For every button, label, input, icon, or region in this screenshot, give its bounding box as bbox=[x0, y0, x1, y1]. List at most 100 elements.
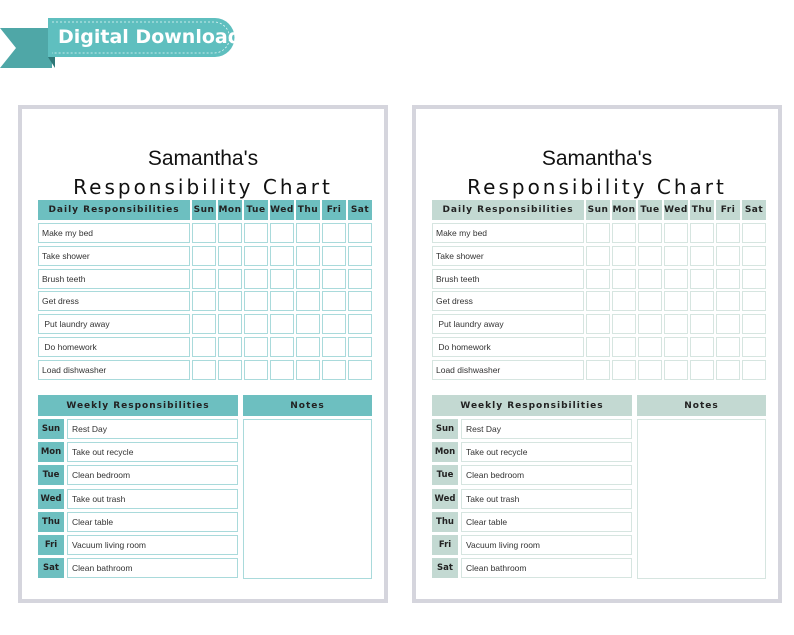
checkbox-wed[interactable] bbox=[270, 314, 294, 335]
checkbox-thu[interactable] bbox=[690, 268, 714, 289]
checkbox-sun[interactable] bbox=[192, 314, 216, 335]
checkbox-sat[interactable] bbox=[348, 268, 372, 289]
checkbox-fri[interactable] bbox=[322, 337, 346, 357]
checkbox-thu[interactable] bbox=[296, 314, 320, 335]
checkbox-fri[interactable] bbox=[322, 359, 346, 380]
checkbox-fri[interactable] bbox=[322, 268, 346, 289]
checkbox-mon[interactable] bbox=[612, 337, 636, 357]
checkbox-tue[interactable] bbox=[638, 223, 662, 243]
checkbox-fri[interactable] bbox=[716, 223, 740, 243]
checkbox-wed[interactable] bbox=[664, 245, 688, 266]
checkbox-sun[interactable] bbox=[586, 223, 610, 243]
checkbox-sun[interactable] bbox=[586, 359, 610, 380]
checkbox-sun[interactable] bbox=[586, 314, 610, 335]
checkbox-sat[interactable] bbox=[348, 291, 372, 312]
checkbox-sun[interactable] bbox=[192, 245, 216, 266]
checkbox-wed[interactable] bbox=[270, 337, 294, 357]
checkbox-mon[interactable] bbox=[612, 291, 636, 312]
checkbox-fri[interactable] bbox=[322, 245, 346, 266]
checkbox-wed[interactable] bbox=[664, 268, 688, 289]
checkbox-mon[interactable] bbox=[218, 268, 242, 289]
checkbox-sun[interactable] bbox=[586, 337, 610, 357]
checkbox-thu[interactable] bbox=[296, 337, 320, 357]
checkbox-thu[interactable] bbox=[690, 359, 714, 380]
checkbox-sun[interactable] bbox=[586, 245, 610, 266]
checkbox-wed[interactable] bbox=[664, 223, 688, 243]
checkbox-sat[interactable] bbox=[742, 359, 766, 380]
checkbox-thu[interactable] bbox=[296, 223, 320, 243]
checkbox-sat[interactable] bbox=[742, 291, 766, 312]
checkbox-thu[interactable] bbox=[296, 245, 320, 266]
checkbox-sat[interactable] bbox=[348, 314, 372, 335]
checkbox-sun[interactable] bbox=[192, 291, 216, 312]
checkbox-sat[interactable] bbox=[348, 245, 372, 266]
checkbox-fri[interactable] bbox=[322, 223, 346, 243]
checkbox-wed[interactable] bbox=[664, 337, 688, 357]
checkbox-fri[interactable] bbox=[716, 268, 740, 289]
checkbox-sat[interactable] bbox=[742, 337, 766, 357]
checkbox-thu[interactable] bbox=[296, 291, 320, 312]
checkbox-wed[interactable] bbox=[270, 245, 294, 266]
checkbox-fri[interactable] bbox=[716, 359, 740, 380]
checkbox-thu[interactable] bbox=[690, 337, 714, 357]
checkbox-fri[interactable] bbox=[716, 245, 740, 266]
checkbox-wed[interactable] bbox=[270, 268, 294, 289]
checkbox-wed[interactable] bbox=[270, 359, 294, 380]
checkbox-mon[interactable] bbox=[612, 268, 636, 289]
checkbox-tue[interactable] bbox=[244, 359, 268, 380]
checkbox-mon[interactable] bbox=[218, 291, 242, 312]
checkbox-fri[interactable] bbox=[716, 337, 740, 357]
checkbox-sun[interactable] bbox=[586, 291, 610, 312]
checkbox-thu[interactable] bbox=[296, 359, 320, 380]
checkbox-sun[interactable] bbox=[192, 223, 216, 243]
checkbox-wed[interactable] bbox=[664, 314, 688, 335]
checkbox-tue[interactable] bbox=[244, 245, 268, 266]
checkbox-wed[interactable] bbox=[270, 291, 294, 312]
notes-box[interactable] bbox=[243, 419, 372, 579]
checkbox-sun[interactable] bbox=[192, 268, 216, 289]
checkbox-sat[interactable] bbox=[348, 223, 372, 243]
checkbox-mon[interactable] bbox=[612, 314, 636, 335]
checkbox-sun[interactable] bbox=[192, 359, 216, 380]
checkbox-tue[interactable] bbox=[638, 314, 662, 335]
checkbox-mon[interactable] bbox=[612, 245, 636, 266]
checkbox-mon[interactable] bbox=[612, 359, 636, 380]
checkbox-sat[interactable] bbox=[348, 359, 372, 380]
checkbox-tue[interactable] bbox=[638, 291, 662, 312]
checkbox-fri[interactable] bbox=[322, 291, 346, 312]
checkbox-sun[interactable] bbox=[586, 268, 610, 289]
checkbox-mon[interactable] bbox=[218, 359, 242, 380]
checkbox-thu[interactable] bbox=[690, 245, 714, 266]
checkbox-sat[interactable] bbox=[742, 223, 766, 243]
checkbox-mon[interactable] bbox=[218, 314, 242, 335]
checkbox-wed[interactable] bbox=[270, 223, 294, 243]
checkbox-thu[interactable] bbox=[690, 223, 714, 243]
checkbox-mon[interactable] bbox=[218, 337, 242, 357]
checkbox-tue[interactable] bbox=[244, 337, 268, 357]
checkbox-sat[interactable] bbox=[348, 337, 372, 357]
checkbox-fri[interactable] bbox=[716, 314, 740, 335]
checkbox-thu[interactable] bbox=[296, 268, 320, 289]
checkbox-mon[interactable] bbox=[218, 245, 242, 266]
checkbox-sat[interactable] bbox=[742, 245, 766, 266]
checkbox-fri[interactable] bbox=[322, 314, 346, 335]
checkbox-wed[interactable] bbox=[664, 359, 688, 380]
checkbox-sat[interactable] bbox=[742, 268, 766, 289]
checkbox-tue[interactable] bbox=[638, 245, 662, 266]
checkbox-tue[interactable] bbox=[244, 314, 268, 335]
checkbox-mon[interactable] bbox=[612, 223, 636, 243]
checkbox-sat[interactable] bbox=[742, 314, 766, 335]
checkbox-tue[interactable] bbox=[638, 337, 662, 357]
checkbox-sun[interactable] bbox=[192, 337, 216, 357]
checkbox-tue[interactable] bbox=[244, 268, 268, 289]
checkbox-tue[interactable] bbox=[638, 359, 662, 380]
checkbox-tue[interactable] bbox=[244, 223, 268, 243]
checkbox-tue[interactable] bbox=[244, 291, 268, 312]
checkbox-thu[interactable] bbox=[690, 314, 714, 335]
checkbox-fri[interactable] bbox=[716, 291, 740, 312]
checkbox-thu[interactable] bbox=[690, 291, 714, 312]
notes-box[interactable] bbox=[637, 419, 766, 579]
checkbox-mon[interactable] bbox=[218, 223, 242, 243]
checkbox-tue[interactable] bbox=[638, 268, 662, 289]
checkbox-wed[interactable] bbox=[664, 291, 688, 312]
